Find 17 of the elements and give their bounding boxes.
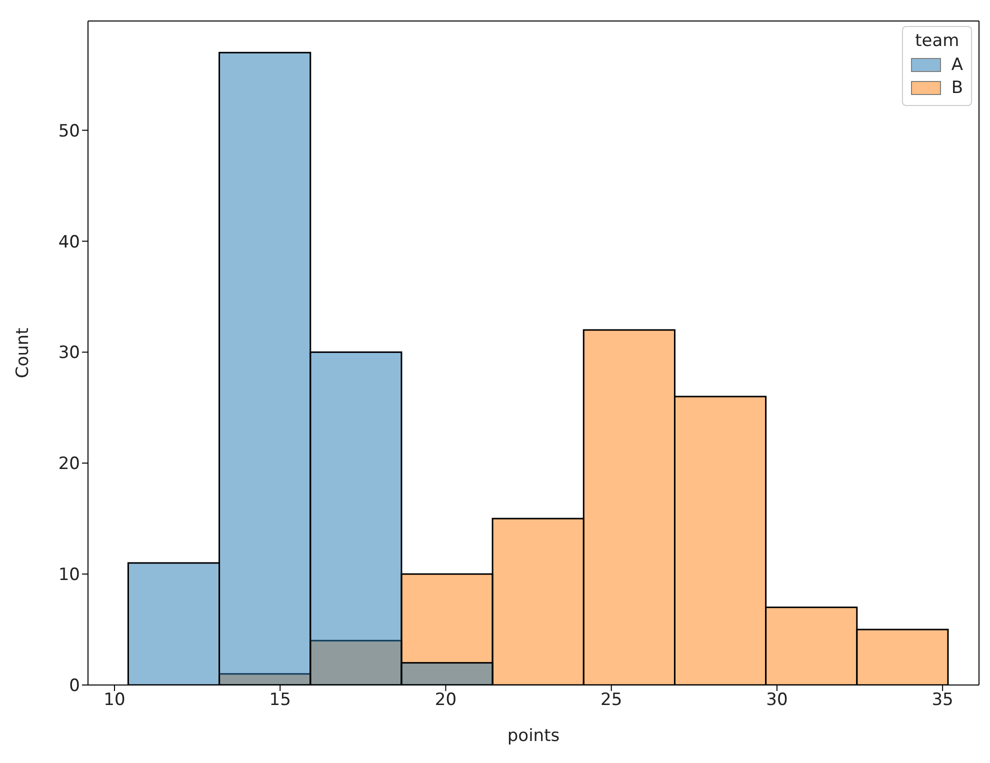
y-axis-title: Count [13, 327, 34, 378]
y-tick-label: 50 [58, 121, 80, 142]
y-tick-label: 40 [58, 232, 80, 252]
x-tick-label: 35 [932, 690, 954, 710]
x-axis-title: points [507, 726, 560, 746]
x-tick-label: 15 [269, 690, 291, 710]
x-tick-label: 10 [104, 690, 126, 710]
y-tick-label: 10 [58, 565, 80, 586]
legend-title: team [914, 31, 960, 51]
y-tick-label: 0 [69, 676, 80, 696]
x-tick-label: 30 [766, 690, 788, 710]
y-tick-label: 20 [58, 454, 80, 474]
x-tick-label: 25 [600, 690, 622, 710]
legend-label: B [951, 78, 963, 98]
x-tick-label: 20 [434, 690, 457, 710]
legend-label: A [951, 55, 963, 75]
y-tick-label: 30 [58, 343, 80, 364]
